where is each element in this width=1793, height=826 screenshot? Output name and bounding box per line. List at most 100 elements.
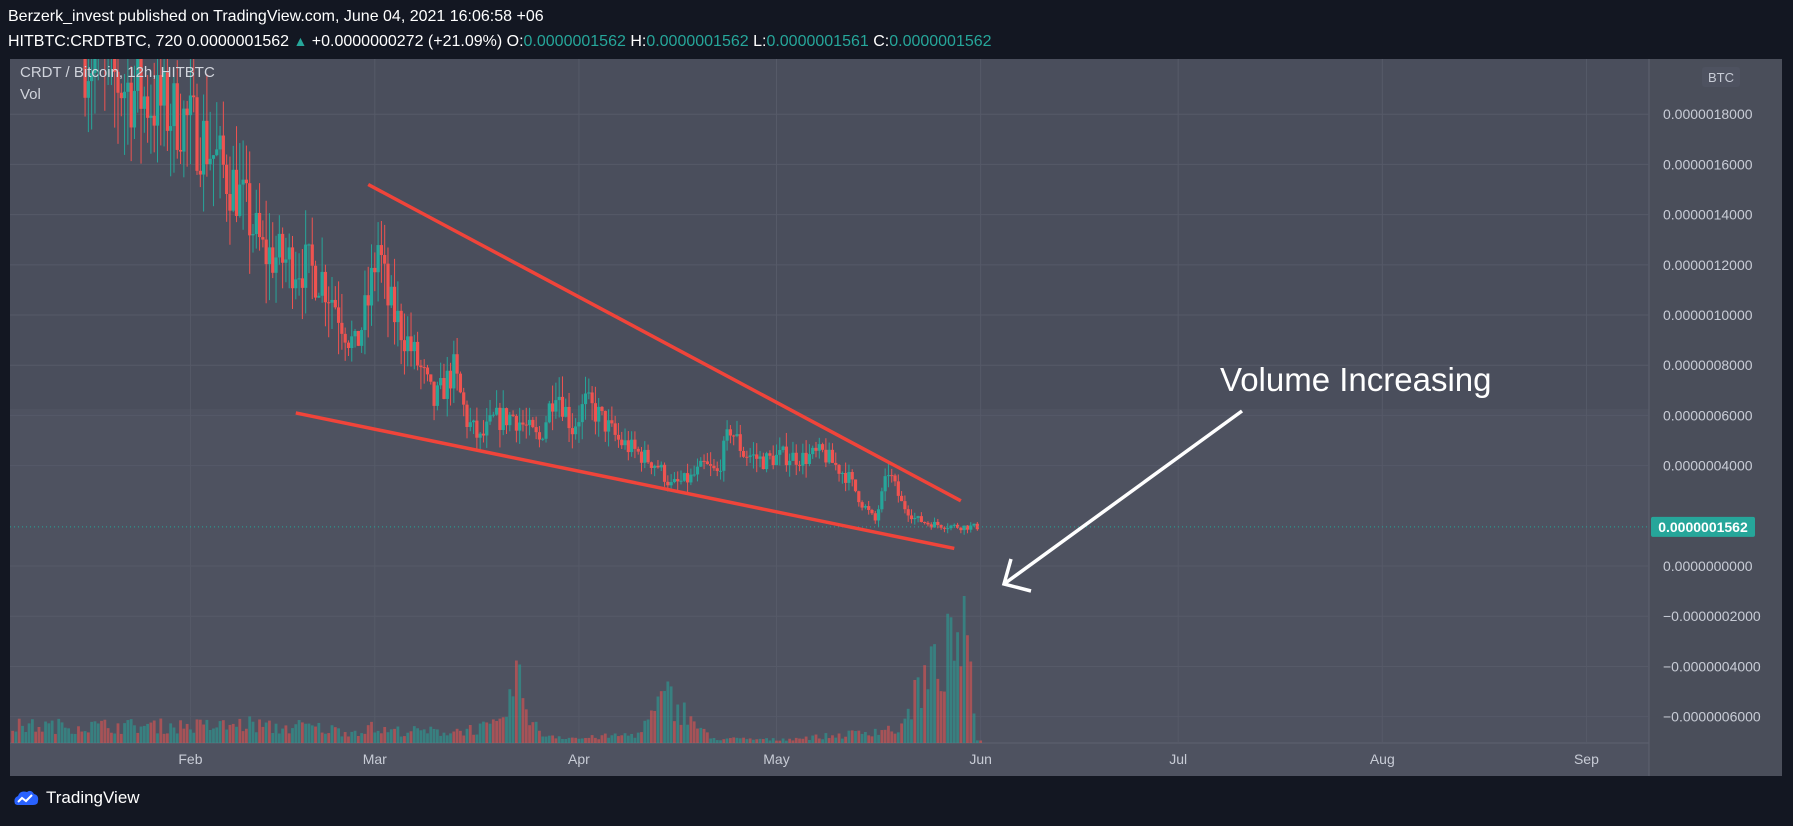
volume-bar (831, 735, 834, 743)
volume-bar (811, 735, 815, 743)
candle-body (718, 470, 723, 472)
candle-body (336, 307, 341, 323)
volume-bar (340, 736, 344, 743)
volume-bar (626, 735, 630, 743)
candle-body (666, 481, 670, 486)
volume-bar (235, 726, 238, 743)
candle-body (646, 449, 650, 463)
candle-body (90, 73, 94, 82)
candle-body (501, 408, 505, 430)
volume-bar (205, 719, 209, 743)
candle-body (126, 82, 130, 92)
volume-bar (241, 731, 245, 743)
volume-bar (808, 739, 811, 743)
volume-bar (455, 728, 459, 743)
candle-body (801, 452, 805, 466)
candle-body (363, 295, 367, 331)
volume-bar (67, 728, 71, 743)
candle-body (781, 446, 785, 451)
candle-body (518, 422, 522, 431)
volume-bar (482, 721, 485, 743)
candle-body (142, 96, 146, 109)
candle-body (837, 464, 841, 474)
volume-bar (54, 733, 57, 743)
candle-body (903, 501, 907, 510)
candle-body (432, 381, 436, 406)
volume-bar (827, 738, 831, 743)
volume-bar (363, 733, 367, 743)
volume-bar (63, 727, 67, 743)
volume-bar (432, 728, 436, 743)
volume-bar (870, 736, 874, 743)
volume-bar (330, 725, 334, 743)
candle-body (429, 374, 433, 382)
volume-bar (396, 726, 400, 743)
volume-bar (623, 733, 627, 743)
candle-body (159, 75, 163, 106)
candle-body (636, 448, 640, 452)
candle-body (146, 96, 150, 118)
close-value: 0.0000001562 (889, 33, 992, 50)
candle-body (274, 257, 278, 273)
volume-bar (936, 678, 940, 743)
y-axis-tick-label: 0.0000000000 (1663, 558, 1753, 574)
volume-bar (824, 733, 828, 743)
candle-body (570, 428, 574, 435)
candle-body (959, 527, 963, 531)
candle-body (439, 377, 443, 386)
volume-bar (17, 718, 21, 743)
volume-bar (722, 739, 726, 743)
candle-body (791, 452, 795, 461)
high-label: H: (630, 33, 647, 50)
volume-bar (798, 738, 801, 743)
candle-body (630, 439, 634, 453)
candle-body (685, 473, 690, 483)
candle-body (383, 255, 387, 264)
y-axis-tick-label: −0.0000002000 (1663, 608, 1761, 624)
volume-bar (459, 730, 462, 743)
volume-bar (943, 691, 946, 743)
candle-body (955, 524, 960, 528)
volume-bar (491, 719, 495, 743)
volume-bar (847, 730, 851, 743)
volume-bar (653, 710, 657, 743)
volume-bar (692, 721, 696, 743)
x-axis-tick-label: Aug (1370, 751, 1395, 767)
candle-body (139, 59, 143, 109)
x-axis-tick-label: Mar (363, 751, 387, 767)
volume-bar (208, 729, 212, 743)
candle-body (554, 400, 558, 412)
candle-body (192, 95, 196, 98)
candle-body (715, 468, 719, 471)
candle-body (709, 464, 713, 466)
candle-body (83, 59, 87, 98)
volume-bar (406, 732, 410, 743)
low-label: L: (753, 33, 767, 50)
candle-body (807, 454, 812, 464)
price-chart[interactable]: 0.0000018000 0.0000016000 0.0000014000 0.00… (10, 59, 1782, 776)
volume-bar (264, 722, 268, 743)
volume-bars (11, 596, 983, 743)
candle-body (241, 179, 245, 185)
open-label: O: (506, 33, 524, 50)
volume-bar (258, 719, 261, 743)
y-axis-tick-label: −0.0000004000 (1663, 658, 1761, 674)
volume-bar (728, 738, 732, 743)
candle-body (386, 263, 390, 306)
volume-bar (429, 726, 433, 743)
volume-bar (505, 716, 508, 743)
candle-body (481, 433, 486, 436)
volume-bar (610, 735, 614, 743)
candle-body (610, 420, 614, 424)
candle-body (93, 59, 97, 74)
candle-body (712, 465, 716, 469)
candle-body (155, 75, 160, 126)
volume-bar (30, 719, 34, 743)
candle-body (452, 354, 456, 389)
volume-bar (696, 728, 699, 743)
candle-body (702, 460, 706, 462)
footer: TradingView (12, 788, 140, 808)
volume-bar (752, 739, 755, 743)
volume-bar (409, 731, 413, 743)
open-value: 0.0000001562 (523, 33, 626, 50)
